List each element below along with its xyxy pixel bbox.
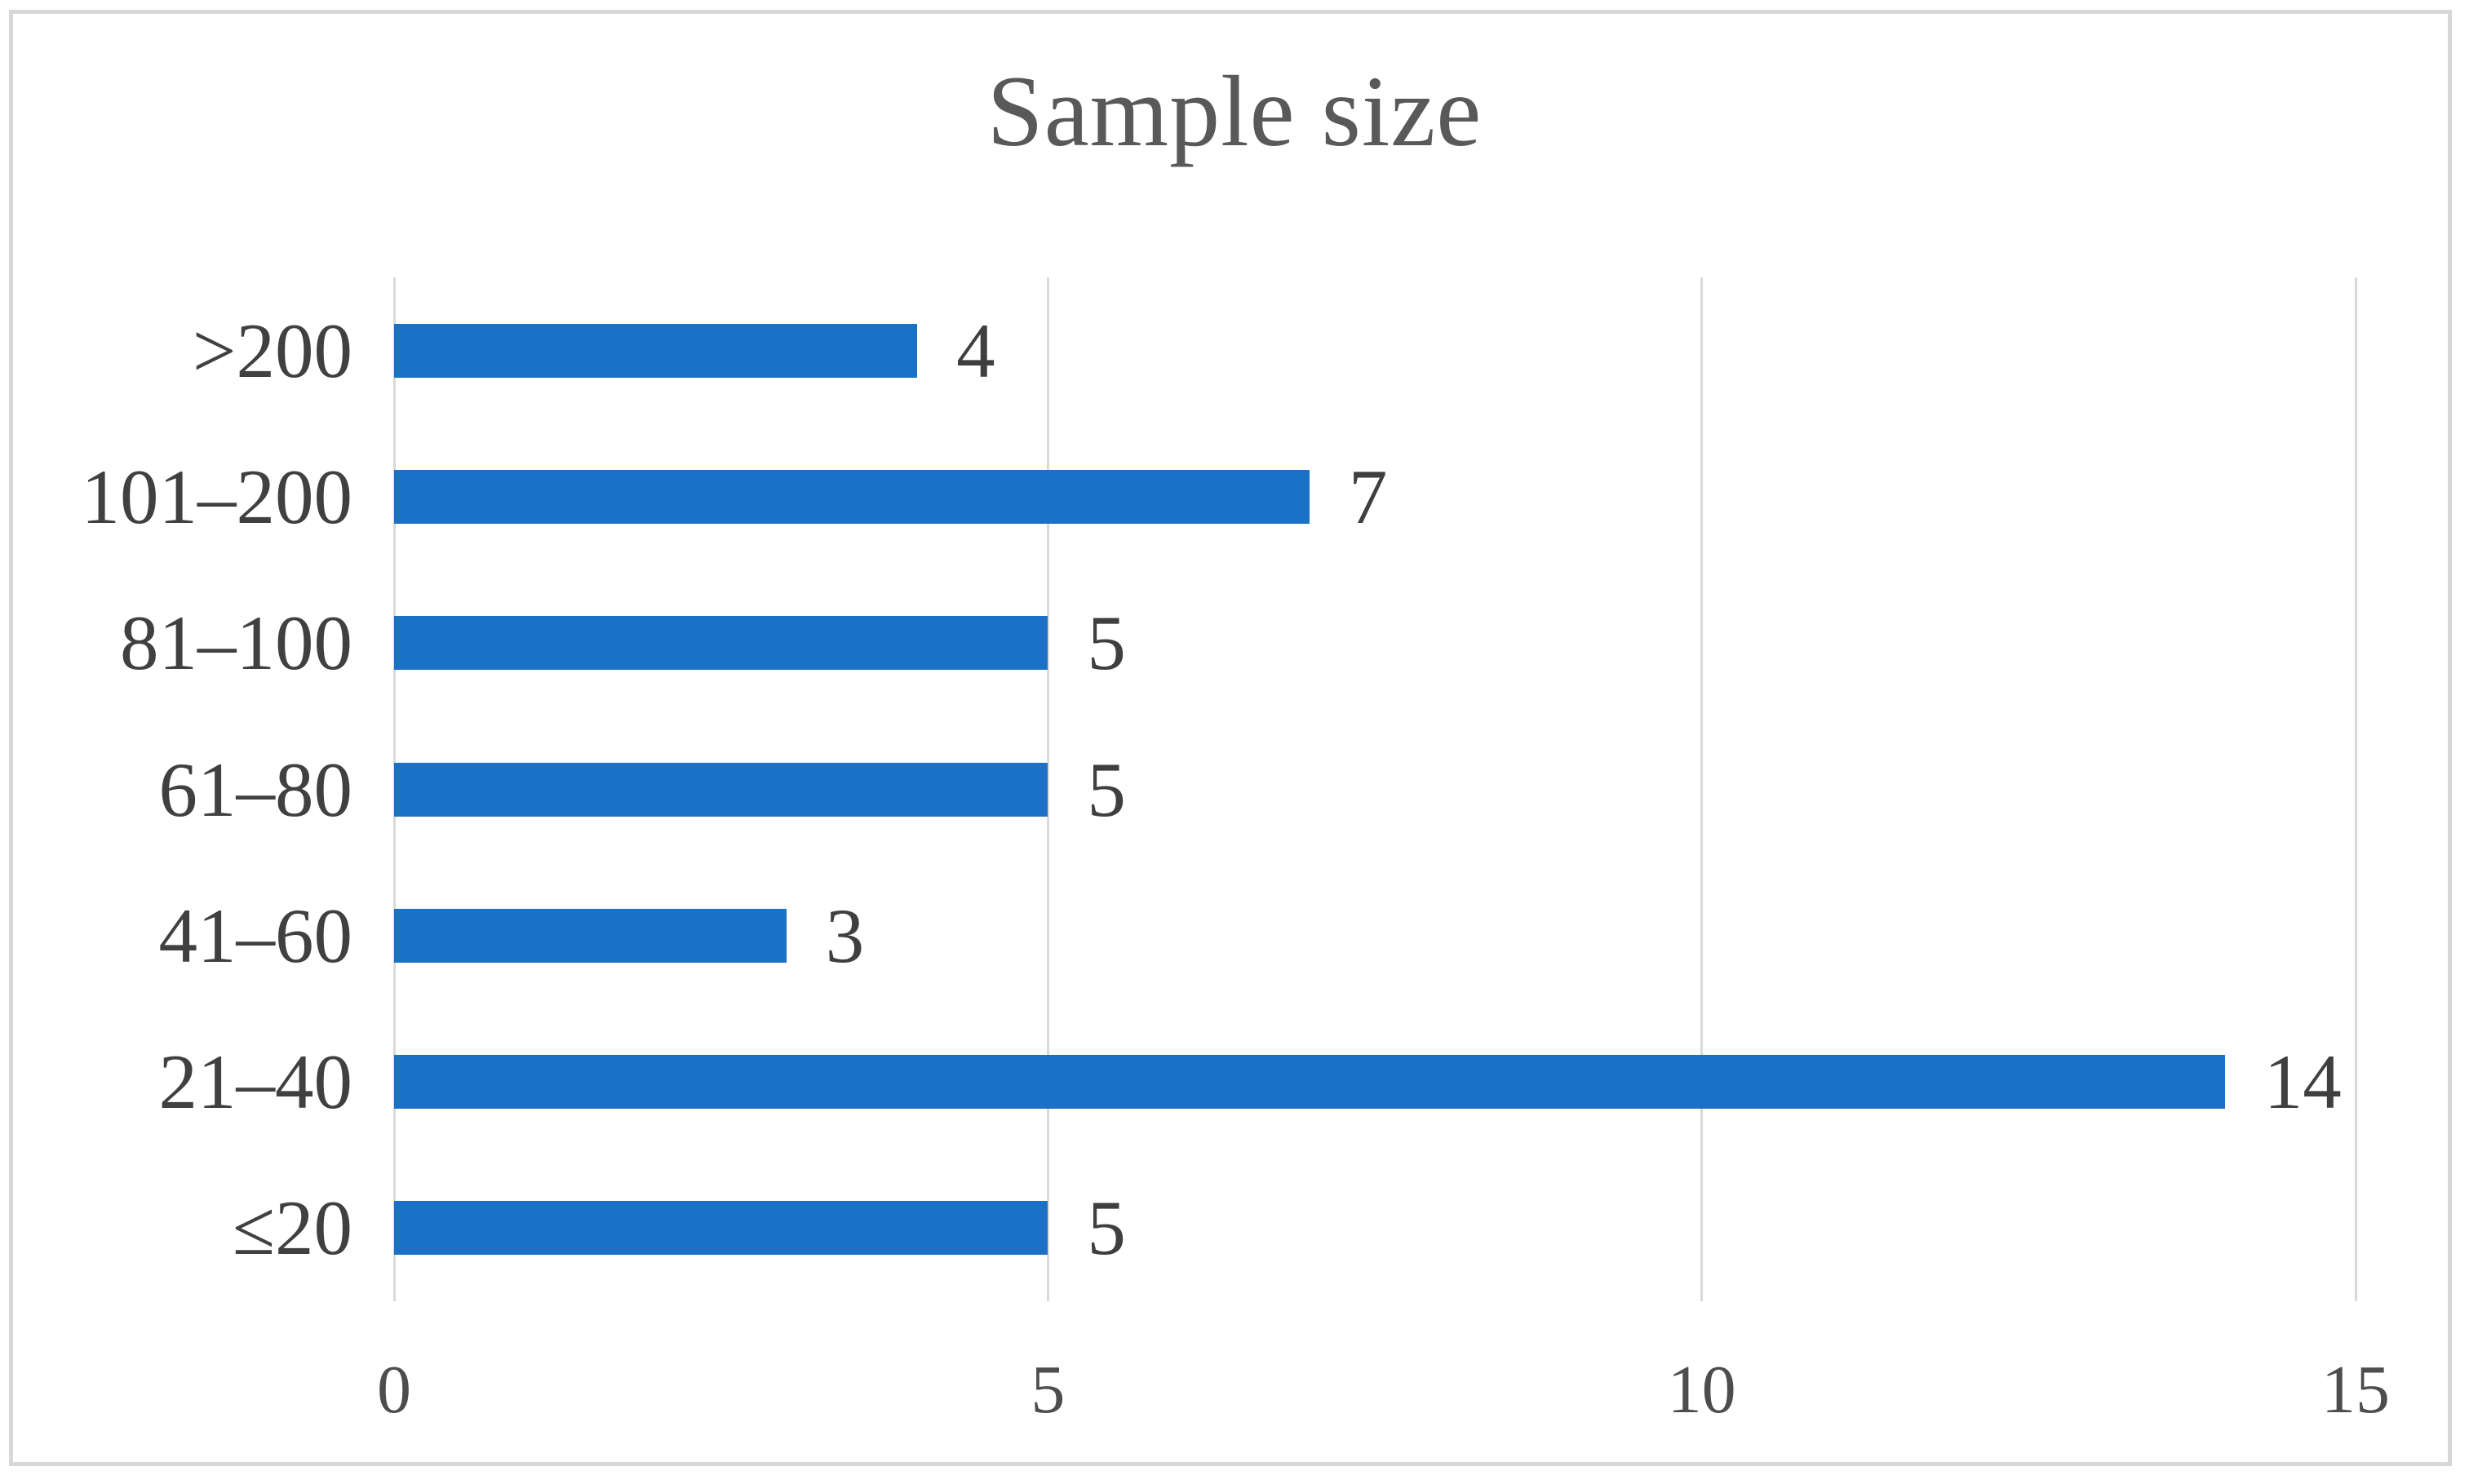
bar [394,469,1310,524]
x-tick-label: 10 [1667,1352,1736,1428]
bar [394,908,787,963]
bar [394,762,1048,817]
bar-value-label: 3 [825,892,865,979]
plot-area [392,277,2357,1301]
bar [394,323,918,378]
category-label: 21–40 [158,1039,353,1126]
category-label: >200 [192,307,352,394]
bar-value-label: 14 [2263,1039,2342,1126]
x-tick-label: 15 [2321,1352,2390,1428]
category-label: 81–100 [120,600,352,687]
category-label: 101–200 [81,453,353,540]
chart-title: Sample size [986,55,1483,167]
bar-value-label: 5 [1087,600,1126,687]
category-label: 61–80 [158,746,353,833]
gridline [1046,277,1049,1301]
x-tick-label: 0 [377,1352,411,1428]
bar-value-label: 7 [1348,453,1388,540]
x-tick-label: 5 [1031,1352,1066,1428]
bar [394,616,1048,671]
category-label: ≤20 [232,1185,352,1272]
bar [394,1055,2225,1110]
bar-value-label: 4 [956,307,995,394]
bar-value-label: 5 [1087,746,1126,833]
bar [394,1201,1048,1256]
bar-value-label: 5 [1087,1185,1126,1272]
gridline [2354,277,2357,1301]
category-label: 41–60 [158,892,353,979]
gridline [1700,277,1704,1301]
